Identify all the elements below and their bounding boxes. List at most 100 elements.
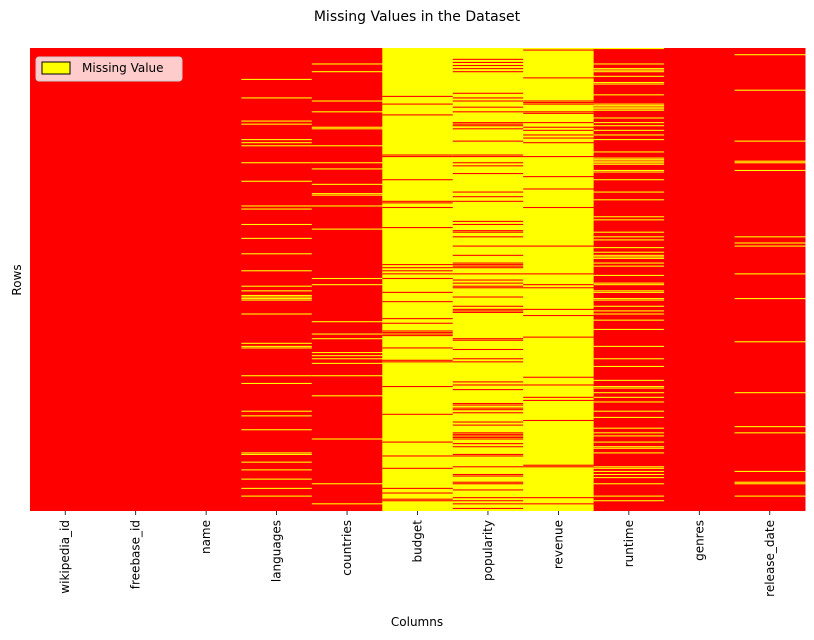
cell-runtime-row-282 [593,483,665,485]
cell-budget-row-142 [382,267,454,269]
cell-popularity-row-231 [452,404,524,406]
cell-release_date-row-249 [734,432,806,434]
legend-box [35,56,183,82]
cell-popularity-row-221 [452,389,524,391]
cell-languages-row-104 [241,208,313,210]
cell-runtime-row-147 [593,274,665,276]
x-tick-label-popularity: popularity [481,520,495,581]
cell-revenue-row-83 [523,176,595,178]
cell-runtime-row-79 [593,169,665,172]
cell-languages-row-172 [241,313,313,315]
cell-languages-row-160 [241,294,313,297]
cell-popularity-row-38 [452,106,524,108]
cell-runtime-row-136 [593,257,665,259]
cell-revenue-row-226 [523,396,595,398]
cell-popularity-row-253 [452,438,524,440]
cell-popularity-row-99 [452,200,524,202]
cell-popularity-row-74 [452,162,524,164]
cell-countries-row-153 [311,284,383,286]
cell-revenue-row-56 [523,134,595,136]
cell-runtime-row-13 [593,68,665,70]
cell-popularity-row-201 [452,358,524,360]
cell-budget-row-43 [382,114,454,116]
cell-runtime-row-272 [593,467,665,469]
cell-languages-row-163 [241,299,313,301]
cell-runtime-row-45 [593,117,665,119]
cell-runtime-row-293 [593,500,665,502]
x-tick-label-freebase_id: freebase_id [129,520,143,589]
cell-popularity-row-282 [452,483,524,485]
cell-languages-row-193 [241,345,313,347]
cell-runtime-row-111 [593,219,665,221]
cell-runtime-row-38 [593,106,665,108]
cell-languages-row-102 [241,205,313,207]
cell-budget-row-103 [382,206,454,209]
cell-popularity-row-203 [452,361,524,363]
cell-release_date-row-146 [734,273,806,275]
cell-countries-row-34 [311,100,383,102]
cell-runtime-row-122 [593,236,665,238]
cell-runtime-row-258 [593,446,665,448]
cell-popularity-row-293 [452,500,524,502]
cell-release_date-row-274 [734,470,806,472]
cell-release_date-row-74 [734,162,806,164]
cell-runtime-row-73 [593,160,665,162]
cell-popularity-row-256 [452,443,524,445]
cell-languages-row-262 [241,452,313,454]
cell-countries-row-197 [311,352,383,354]
cell-popularity-row-150 [452,279,524,281]
cell-runtime-row-135 [593,256,665,258]
cell-runtime-row-37 [593,105,665,107]
cell-popularity-row-9 [452,61,524,63]
cell-popularity-row-291 [452,497,524,499]
cell-popularity-row-139 [452,262,524,264]
cell-runtime-row-71 [593,157,665,159]
x-tick-label-languages: languages [270,520,284,582]
cell-popularity-row-152 [452,282,524,284]
cell-languages-row-290 [241,495,313,497]
cell-runtime-row-80 [593,171,665,173]
x-tick-label-countries: countries [340,520,354,576]
cell-revenue-row-61 [523,142,595,144]
cell-countries-row-185 [311,333,383,335]
cell-languages-row-279 [241,478,313,480]
cell-budget-row-186 [382,335,454,337]
cell-revenue-row-70 [523,156,595,158]
cell-revenue-row-91 [523,188,595,190]
cell-countries-row-117 [311,228,383,230]
cell-popularity-row-52 [452,128,524,130]
cell-budget-row-183 [382,330,454,332]
cell-runtime-row-158 [593,291,665,293]
cell-popularity-row-277 [452,475,524,477]
cell-release_date-row-122 [734,236,806,238]
cell-runtime-row-274 [593,470,665,472]
cell-languages-row-247 [241,429,313,431]
cell-runtime-row-170 [593,310,665,312]
cell-revenue-row-48 [523,122,595,124]
x-tick-label-release_date: release_date [763,520,777,597]
cell-popularity-row-295 [452,503,524,505]
cell-countries-row-282 [311,483,383,485]
column-genres [664,48,736,511]
cell-runtime-row-290 [593,495,665,497]
cell-revenue-row-218 [523,384,595,386]
cell-budget-row-140 [382,264,454,266]
cell-popularity-row-13 [452,68,524,70]
cell-languages-row-235 [241,410,313,412]
cell-popularity-row-81 [452,173,524,175]
x-tick-label-revenue: revenue [551,520,565,569]
cell-popularity-row-60 [452,140,524,142]
cell-runtime-row-85 [593,179,665,181]
cell-runtime-row-36 [593,103,665,105]
cell-revenue-row-34 [523,100,595,102]
cell-budget-row-146 [382,273,454,275]
cell-runtime-row-23 [593,83,665,85]
cell-revenue-row-169 [523,308,595,310]
cell-release_date-row-223 [734,392,806,394]
cell-languages-row-161 [241,296,313,298]
cell-release_date-row-162 [734,298,806,300]
cell-revenue-row-155 [523,287,595,289]
cell-runtime-row-119 [593,231,665,233]
cell-runtime-row-0 [593,48,665,50]
cell-countries-row-51 [311,126,383,128]
